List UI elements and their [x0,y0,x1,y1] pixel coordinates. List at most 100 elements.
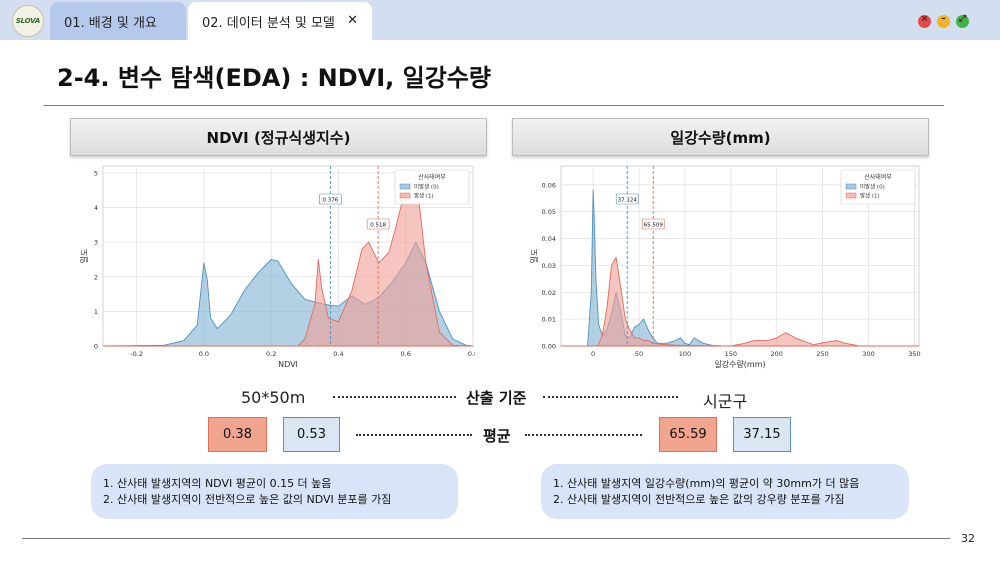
x-tick-label: 0.4 [333,350,343,358]
footer-divider [22,538,950,539]
window-minimize-button[interactable]: – [937,14,950,28]
value-text: 0.38 [223,427,252,442]
logo-text: SLOVA [15,17,41,25]
x-tick-label: 100 [679,350,691,358]
y-tick-label: 2 [94,273,98,281]
x-tick-label: 0 [591,350,595,358]
no-occurrence-mean-label: 37.124 [615,193,639,205]
app-logo: SLOVA [12,5,44,37]
y-tick-label: 0.05 [542,208,556,216]
x-tick-label: 150 [725,350,737,358]
y-tick-label: 0.02 [542,289,556,297]
value-text: 65.59 [669,427,707,442]
close-icon[interactable]: ✕ [347,13,358,28]
y-tick-label: 1 [94,308,98,316]
rain-occurrence-mean: 65.59 [659,417,717,452]
y-tick-label: 0.04 [542,235,556,243]
y-tick-label: 0.00 [542,343,556,351]
legend-swatch [845,192,857,199]
x-tick-label: 350 [908,350,920,358]
y-tick-label: 0.03 [542,262,556,270]
x-tick-label: 50 [635,350,643,358]
mean-label-text: 0.518 [370,223,386,229]
dotted-connector [525,434,642,436]
title-divider [44,105,944,106]
x-tick-label: 200 [771,350,783,358]
mean-label-text: 0.376 [323,198,339,204]
y-tick-label: 0 [94,343,98,351]
dotted-connector [543,396,678,398]
y-tick-label: 3 [94,239,98,247]
page-number: 32 [961,532,975,545]
value-text: 0.53 [297,427,326,442]
tab-label: 01. 배경 및 개요 [64,15,157,31]
occurrence-mean-label: 65.509 [641,218,665,230]
legend-swatch [399,183,411,190]
legend-box [394,169,470,205]
legend-entry: 미발생 (0) [860,183,885,191]
y-tick-label: 0.01 [542,316,556,324]
mean-label-text: 37.124 [618,198,638,204]
occurrence-density-area [102,182,474,347]
maximize-icon: ⤢ [958,14,967,24]
dotted-connector [356,434,472,436]
y-axis-label: 밀도 [80,249,89,264]
tab-background-overview[interactable]: 01. 배경 및 개요 [50,2,186,40]
x-tick-label: -0.2 [130,350,143,358]
right-criterion: 시군구 [703,392,748,411]
occurrence-density-area [560,256,920,347]
legend-swatch [399,192,411,199]
mean-label-box [366,218,390,230]
y-tick-label: 0.06 [542,181,556,189]
x-tick-label: 0.0 [199,350,209,358]
occurrence-mean-label: 0.518 [366,218,390,230]
x-tick-label: 0.8 [468,350,475,358]
legend-box [840,169,916,205]
note-line: 1. 산사태 발생지역의 NDVI 평균이 0.15 더 높음 [103,477,332,490]
x-tick-label: 300 [862,350,874,358]
x-axis-label: 일강수량(mm) [714,359,765,369]
dotted-connector [333,396,456,398]
close-icon: × [920,14,929,24]
no-occurrence-mean-label: 0.376 [319,193,342,205]
mean-label-box [615,193,639,205]
window-maximize-button[interactable]: ⤢ [956,14,969,28]
value-text: 37.15 [743,427,781,442]
ndvi-findings-note: 1. 산사태 발생지역의 NDVI 평균이 0.15 더 높음 2. 산사태 발… [91,464,458,519]
ndvi-density-chart: -0.2 0.0 0.2 0.4 0.6 0.8 0 1 2 3 4 5 0.376 0.518 산사태여부… [80,165,475,369]
tab-bar: SLOVA 01. 배경 및 개요 02. 데이터 분석 및 모델 ✕ × – … [0,0,1000,40]
ndvi-panel-header: NDVI (정규식생지수) [70,118,487,156]
minimize-icon: – [941,14,946,24]
y-tick-label: 5 [94,169,98,177]
y-tick-label: 4 [94,204,98,212]
legend-title: 산사태여부 [864,173,892,181]
note-line: 2. 산사태 발생지역이 전반적으로 높은 값의 강우량 분포를 가짐 [553,493,845,506]
y-axis-label: 밀도 [530,249,539,264]
left-criterion: 50*50m [241,388,306,407]
window-close-button[interactable]: × [918,14,931,28]
ndvi-occurrence-mean: 0.38 [208,417,267,452]
legend-entry: 발생 (1) [414,192,434,200]
tab-data-analysis-model[interactable]: 02. 데이터 분석 및 모델 ✕ [188,2,372,40]
legend-entry: 미발생 (0) [414,183,439,191]
ndvi-non-occurrence-mean: 0.53 [283,417,340,452]
mean-label-box [641,218,665,230]
x-axis-label: NDVI [278,360,298,369]
page-title: 2-4. 변수 탐색(EDA) : NDVI, 일강수량 [57,64,491,92]
legend-swatch [845,183,857,190]
rain-non-occurrence-mean: 37.15 [733,417,791,452]
x-tick-label: 0.2 [266,350,276,358]
tab-label: 02. 데이터 분석 및 모델 [202,15,335,31]
rainfall-findings-note: 1. 산사태 발생지역 일강수량(mm)의 평균이 약 30mm가 더 많음 2… [541,464,909,519]
criterion-label: 산출 기준 [466,389,527,407]
rainfall-panel-header: 일강수량(mm) [512,118,929,156]
x-tick-label: 0.6 [401,350,411,358]
mean-label-text: 65.509 [644,223,664,229]
mean-label: 평균 [483,427,511,445]
mean-label-box [319,193,342,205]
note-line: 1. 산사태 발생지역 일강수량(mm)의 평균이 약 30mm가 더 많음 [553,477,860,490]
legend-title: 산사태여부 [418,173,446,181]
note-line: 2. 산사태 발생지역이 전반적으로 높은 값의 NDVI 분포를 가짐 [103,493,392,506]
